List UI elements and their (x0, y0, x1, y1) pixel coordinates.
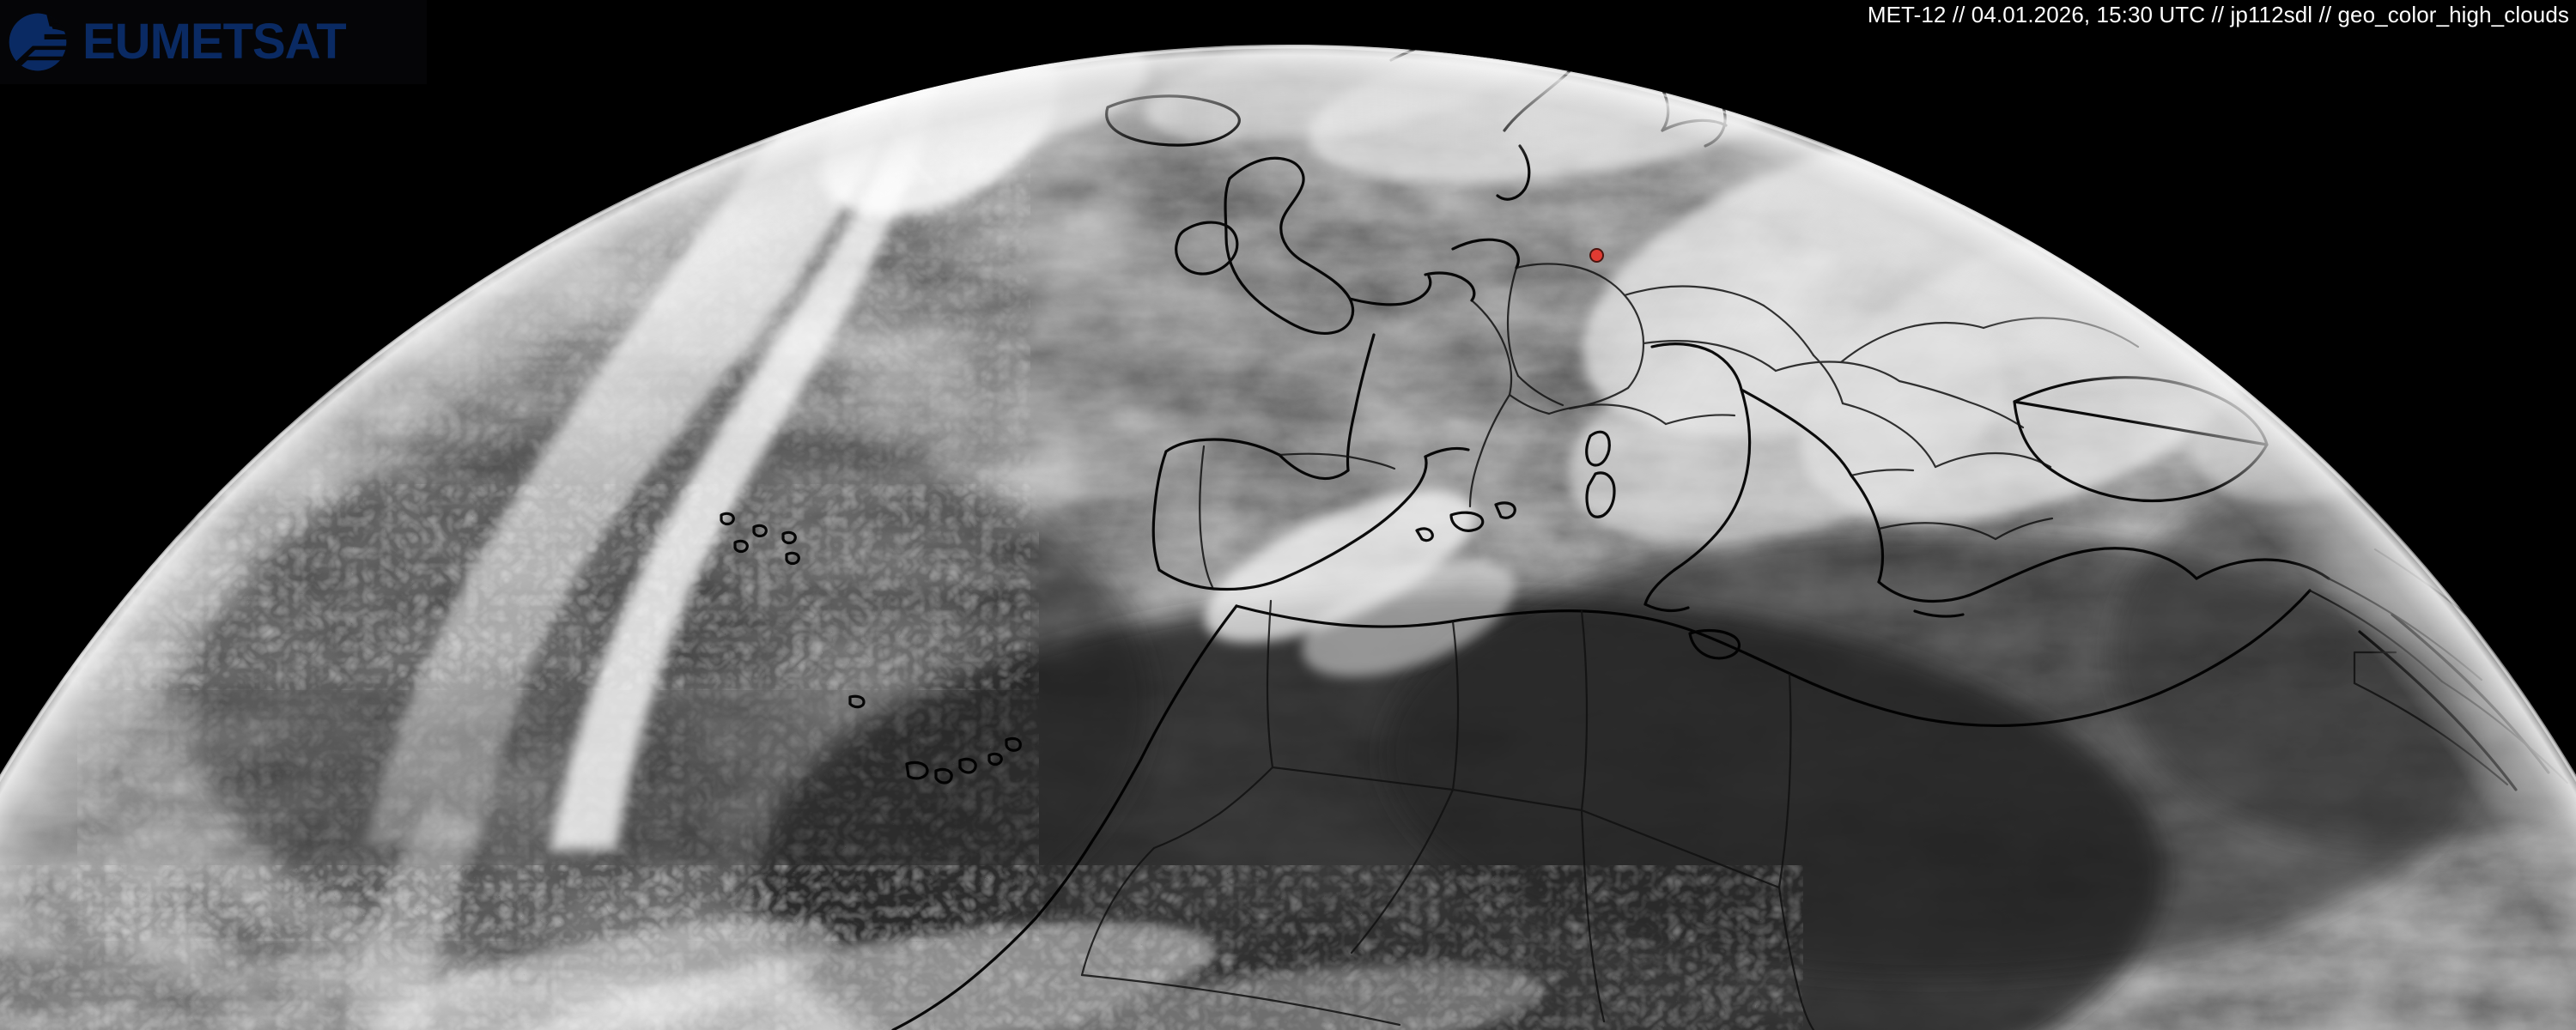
eumetsat-wordmark: EUMETSAT (82, 14, 347, 70)
image-caption: MET-12 // 04.01.2026, 15:30 UTC // jp112… (1867, 2, 2569, 27)
eumetsat-logo: EUMETSAT (0, 0, 427, 84)
location-marker[interactable] (1589, 247, 1604, 263)
eumetsat-globe-emblem-icon (9, 13, 67, 71)
